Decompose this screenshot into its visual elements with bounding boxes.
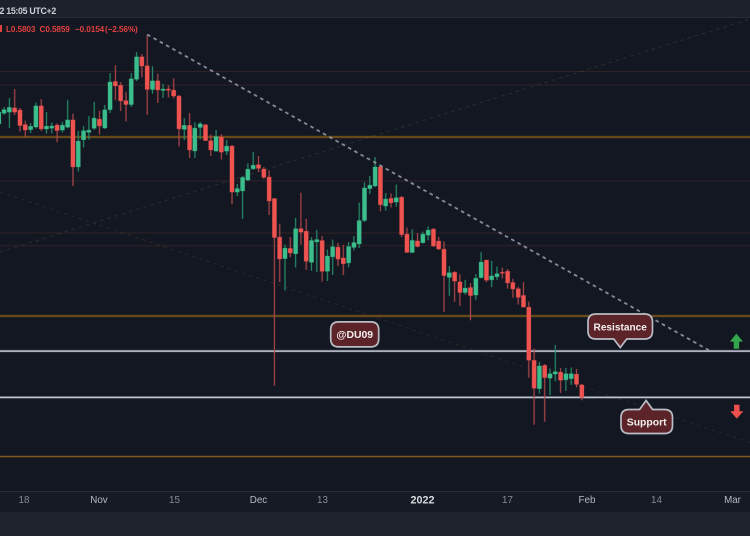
svg-text:2 15:05 UTC+2: 2 15:05 UTC+2 [0, 6, 56, 16]
svg-text:Support: Support [627, 417, 667, 428]
svg-text:@DU09: @DU09 [336, 330, 373, 341]
svg-text:Nov: Nov [90, 495, 108, 506]
svg-text:18: 18 [19, 495, 30, 506]
svg-text:Mar: Mar [724, 495, 742, 506]
svg-text:C0.5859: C0.5859 [40, 25, 71, 34]
svg-text:17: 17 [502, 495, 513, 506]
svg-text:13: 13 [317, 495, 328, 506]
svg-text:(−2.56%): (−2.56%) [105, 25, 138, 34]
svg-text:Feb: Feb [579, 495, 596, 506]
svg-text:14: 14 [651, 495, 662, 506]
svg-text:15: 15 [169, 495, 180, 506]
svg-text:Dec: Dec [250, 495, 268, 506]
svg-text:Resistance: Resistance [594, 322, 648, 333]
svg-text:2022: 2022 [410, 494, 434, 506]
svg-text:−0.0154: −0.0154 [75, 25, 105, 34]
svg-text:L0.5803: L0.5803 [6, 25, 36, 34]
